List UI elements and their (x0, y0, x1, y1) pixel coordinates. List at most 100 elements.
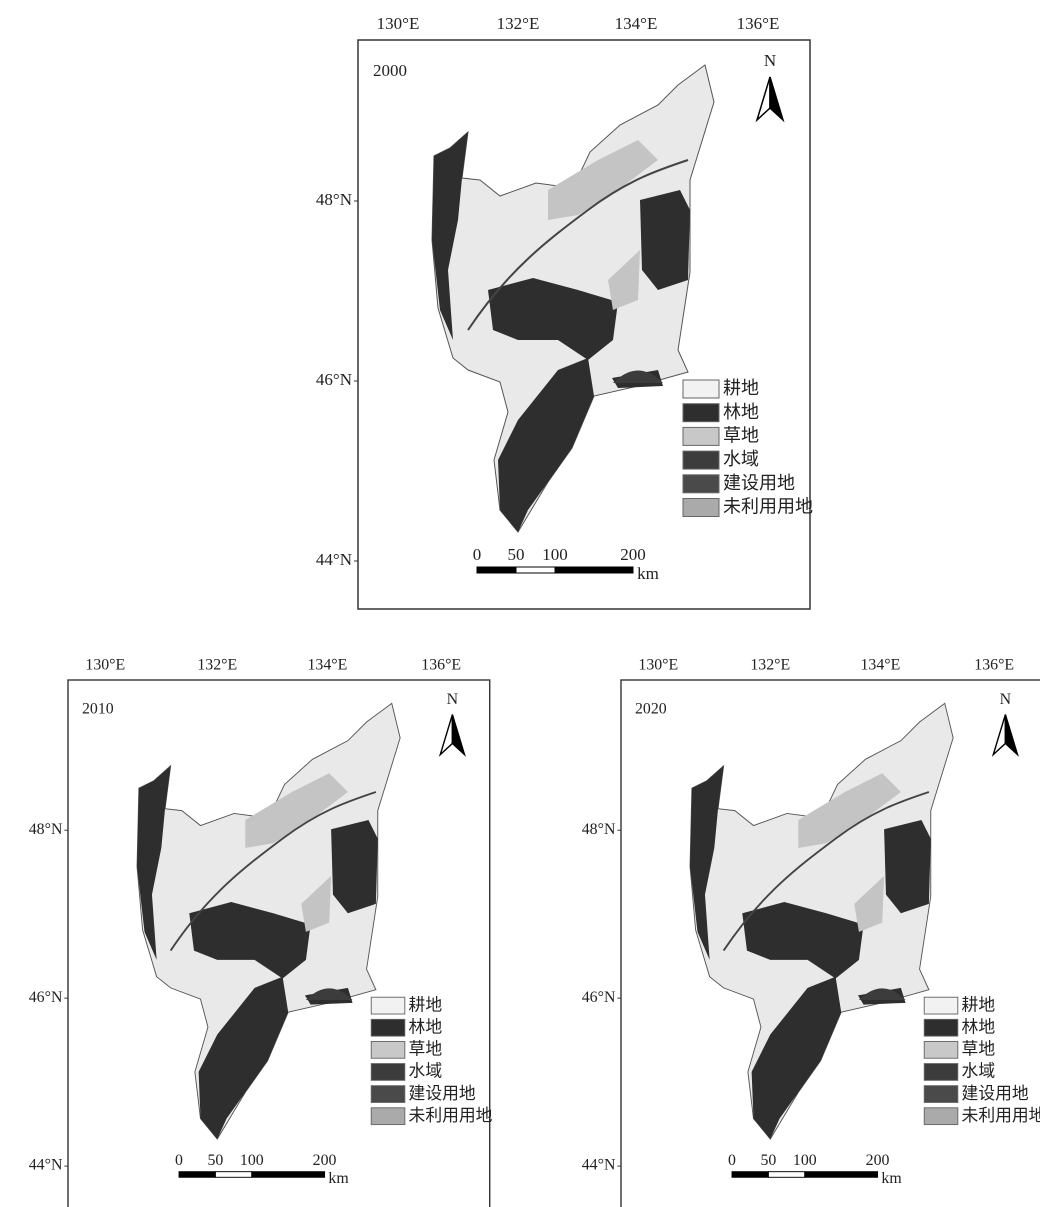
legend-label: 耕地 (962, 995, 996, 1014)
scale-bar-unit: km (881, 1170, 902, 1187)
longitude-label: 130°E (85, 657, 125, 674)
legend-swatch (371, 1064, 405, 1081)
scale-bar-label: 0 (175, 1152, 183, 1169)
longitude-label: 132°E (497, 14, 540, 33)
longitude-label: 132°E (750, 657, 790, 674)
latitude-label: 46°N (582, 989, 616, 1006)
scale-bar-unit: km (637, 564, 659, 583)
forest-area (331, 820, 378, 913)
legend-swatch (683, 427, 719, 445)
legend-label: 未利用用地 (409, 1106, 493, 1125)
forest-area (884, 820, 931, 913)
scale-bar-segment (516, 567, 555, 573)
legend-swatch (371, 997, 405, 1014)
latitude-label: 46°N (29, 989, 63, 1006)
latitude-label: 44°N (316, 550, 352, 569)
latitude-label: 44°N (29, 1157, 63, 1174)
scale-bar-label: 100 (240, 1152, 264, 1169)
scale-bar-label: 0 (473, 545, 482, 564)
legend-swatch (371, 1108, 405, 1125)
longitude-label: 136°E (737, 14, 780, 33)
legend-swatch (924, 1019, 958, 1036)
legend-label: 林地 (962, 1018, 996, 1037)
scale-bar-label: 200 (866, 1152, 890, 1169)
scale-bar-label: 50 (207, 1152, 223, 1169)
scale-bar-segment (477, 567, 516, 573)
legend-label: 未利用用地 (723, 497, 813, 517)
legend-swatch (371, 1019, 405, 1036)
north-arrow-right (452, 715, 464, 755)
scale-bar-label: 0 (728, 1152, 736, 1169)
legend-label: 水域 (962, 1062, 996, 1081)
forest-area (640, 190, 690, 290)
scale-bar-segment (768, 1172, 804, 1178)
latitude-label: 48°N (29, 821, 63, 838)
longitude-label: 130°E (377, 14, 420, 33)
scale-bar-segment (252, 1172, 325, 1178)
scale-bar-label: 100 (542, 545, 568, 564)
north-arrow-right (1005, 715, 1017, 755)
legend-label: 水域 (723, 449, 759, 469)
legend-swatch (924, 1041, 958, 1058)
north-label: N (447, 691, 459, 708)
legend-label: 草地 (962, 1040, 996, 1059)
legend-label: 林地 (723, 402, 759, 422)
panel-year: 2020 (635, 700, 667, 717)
longitude-label: 134°E (307, 657, 347, 674)
legend-swatch (924, 1108, 958, 1125)
scale-bar-unit: km (328, 1170, 349, 1187)
legend-label: 建设用地 (409, 1084, 476, 1103)
legend-swatch (371, 1086, 405, 1103)
longitude-label: 130°E (638, 657, 678, 674)
legend-label: 草地 (723, 426, 759, 446)
legend-label: 建设用地 (723, 473, 795, 493)
latitude-label: 48°N (582, 821, 616, 838)
legend-label: 未利用用地 (962, 1106, 1040, 1125)
legend-swatch (924, 1064, 958, 1081)
longitude-label: 132°E (197, 657, 237, 674)
map-panel: 130°E 132°E 134°E 136°E 48°N 46°N 44°N 2010 N 耕地林… (29, 657, 493, 1207)
map-panel: 130°E 132°E 134°E 136°E 48°N 46°N 44°N 2020 N 耕地林… (582, 657, 1040, 1207)
legend-label: 草地 (409, 1040, 443, 1059)
north-arrow-left (993, 715, 1005, 755)
latitude-label: 46°N (316, 370, 352, 389)
latitude-label: 48°N (316, 190, 352, 209)
longitude-label: 134°E (615, 14, 658, 33)
legend-swatch (683, 380, 719, 398)
latitude-label: 44°N (582, 1157, 616, 1174)
north-arrow-left (440, 715, 452, 755)
longitude-label: 134°E (860, 657, 900, 674)
scale-bar-label: 50 (508, 545, 525, 564)
legend-label: 耕地 (409, 995, 443, 1014)
longitude-label: 136°E (421, 657, 461, 674)
scale-bar-segment (732, 1172, 768, 1178)
north-label: N (1000, 691, 1012, 708)
panel-year: 2000 (373, 61, 407, 80)
scale-bar-segment (215, 1172, 251, 1178)
scale-bar-label: 200 (620, 545, 646, 564)
north-arrow-left (757, 77, 770, 120)
legend-swatch (683, 404, 719, 422)
scale-bar-label: 50 (760, 1152, 776, 1169)
panel-year: 2010 (82, 700, 114, 717)
legend-label: 建设用地 (962, 1084, 1029, 1103)
legend-label: 耕地 (723, 378, 759, 398)
longitude-label: 136°E (974, 657, 1014, 674)
legend-label: 林地 (409, 1018, 443, 1037)
legend-swatch (683, 475, 719, 493)
scale-bar-label: 100 (793, 1152, 817, 1169)
scale-bar-label: 200 (313, 1152, 337, 1169)
legend-swatch (924, 997, 958, 1014)
legend-swatch (924, 1086, 958, 1103)
legend-label: 水域 (409, 1062, 443, 1081)
north-arrow-right (770, 77, 783, 120)
scale-bar-segment (555, 567, 633, 573)
north-label: N (764, 51, 776, 70)
legend-swatch (371, 1041, 405, 1058)
scale-bar-segment (179, 1172, 215, 1178)
legend-swatch (683, 451, 719, 469)
legend-swatch (683, 499, 719, 517)
figure: 130°E132°E134°E136°E48°N46°N44°N2000N耕地林… (0, 0, 1040, 1207)
scale-bar-segment (805, 1172, 878, 1178)
